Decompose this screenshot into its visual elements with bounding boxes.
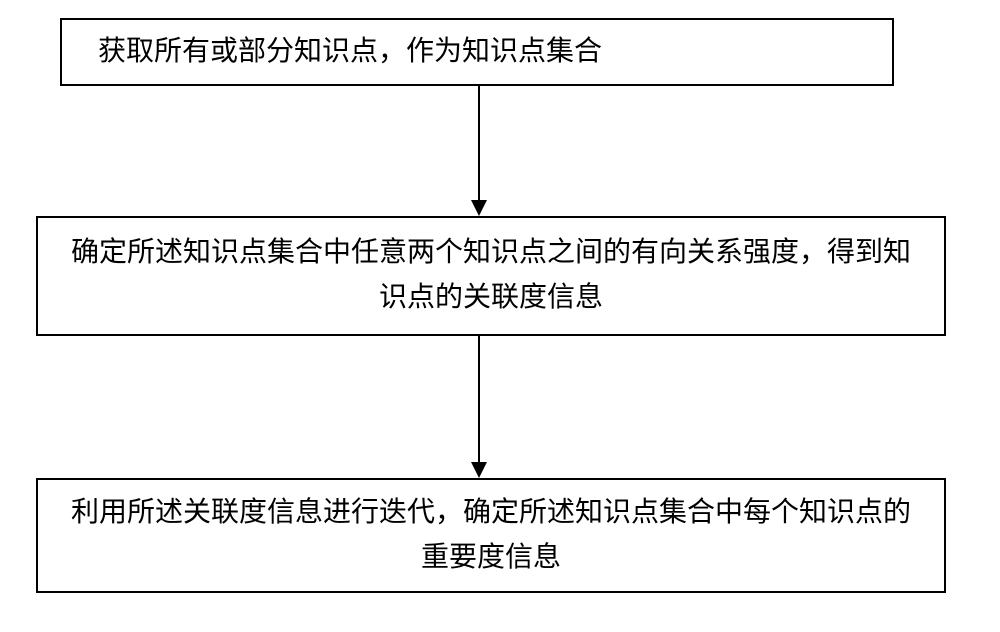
flowchart-step-3-text: 利用所述关联度信息进行迭代，确定所述知识点集合中每个知识点的重要度信息 xyxy=(58,491,924,581)
flowchart-arrowhead-2 xyxy=(471,462,487,478)
flowchart-arrowhead-1 xyxy=(471,200,487,216)
flowchart-container: 获取所有或部分知识点，作为知识点集合 确定所述知识点集合中任意两个知识点之间的有… xyxy=(0,0,1000,632)
flowchart-step-2-text: 确定所述知识点集合中任意两个知识点之间的有向关系强度，得到知识点的关联度信息 xyxy=(58,231,924,321)
flowchart-arrow-2-line xyxy=(478,336,480,466)
flowchart-step-1: 获取所有或部分知识点，作为知识点集合 xyxy=(60,18,894,86)
flowchart-step-2: 确定所述知识点集合中任意两个知识点之间的有向关系强度，得到知识点的关联度信息 xyxy=(36,216,946,336)
flowchart-step-3: 利用所述关联度信息进行迭代，确定所述知识点集合中每个知识点的重要度信息 xyxy=(36,478,946,593)
flowchart-arrow-1-line xyxy=(478,86,480,204)
flowchart-step-1-text: 获取所有或部分知识点，作为知识点集合 xyxy=(98,30,602,75)
